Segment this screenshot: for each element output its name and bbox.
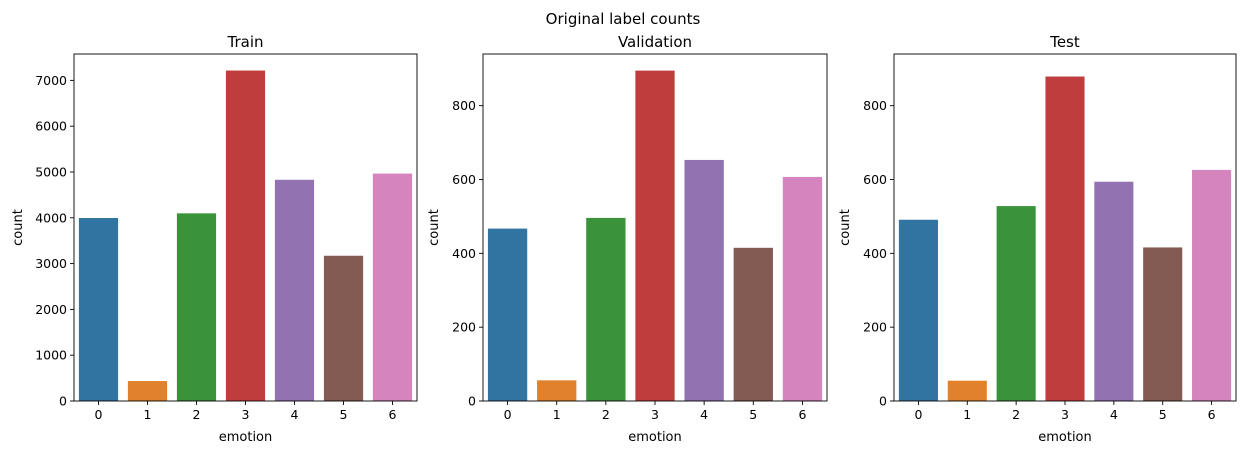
x-tick-label: 5 xyxy=(1159,407,1167,422)
x-tick-label: 2 xyxy=(193,407,201,422)
bar-emotion-5 xyxy=(1143,247,1183,401)
y-tick-label: 800 xyxy=(452,98,476,113)
x-tick-label: 2 xyxy=(602,407,610,422)
x-axis-label: emotion xyxy=(1038,430,1092,445)
x-tick-label: 1 xyxy=(144,407,152,422)
bar-emotion-4 xyxy=(274,179,315,401)
bar-emotion-2 xyxy=(586,217,626,401)
x-axis-label: emotion xyxy=(628,430,682,445)
y-tick-label: 0 xyxy=(879,394,887,409)
y-tick-label: 0 xyxy=(59,394,67,409)
bar-emotion-1 xyxy=(127,381,168,401)
figure-title: Original label counts xyxy=(546,10,701,28)
y-tick-label: 200 xyxy=(863,320,887,335)
x-tick-label: 6 xyxy=(798,407,806,422)
x-tick-label: 3 xyxy=(242,407,250,422)
y-tick-label: 3000 xyxy=(35,256,67,271)
y-tick-label: 200 xyxy=(452,320,476,335)
x-tick-label: 5 xyxy=(749,407,757,422)
y-tick-label: 400 xyxy=(452,246,476,261)
y-tick-label: 800 xyxy=(863,98,887,113)
x-tick-label: 5 xyxy=(340,407,348,422)
y-tick-label: 7000 xyxy=(35,73,67,88)
y-axis-label: count xyxy=(11,209,26,246)
bar-emotion-1 xyxy=(947,380,987,401)
x-tick-label: 2 xyxy=(1012,407,1020,422)
bar-emotion-2 xyxy=(996,206,1036,401)
y-tick-label: 400 xyxy=(863,246,887,261)
x-tick-label: 1 xyxy=(963,407,971,422)
subplot-title: Train xyxy=(227,33,264,51)
x-tick-label: 3 xyxy=(1061,407,1069,422)
bar-emotion-3 xyxy=(1045,76,1085,402)
y-tick-label: 2000 xyxy=(35,302,67,317)
bar-emotion-6 xyxy=(782,176,823,401)
x-tick-label: 6 xyxy=(1208,407,1216,422)
subplot-title: Validation xyxy=(618,33,692,51)
subplot-test: Test 0 1 2 3 4 5 6 0 200 400 600 800 emotion count xyxy=(838,33,1237,445)
subplot-validation: Validation 0 1 2 3 4 5 6 0 200 400 600 800 emotion cou… xyxy=(427,33,828,445)
bar-emotion-1 xyxy=(537,380,577,401)
x-tick-label: 4 xyxy=(700,407,708,422)
bar-emotion-4 xyxy=(684,159,724,401)
x-tick-label: 4 xyxy=(1110,407,1118,422)
x-tick-label: 4 xyxy=(291,407,299,422)
bar-emotion-6 xyxy=(372,173,413,401)
bar-emotion-3 xyxy=(225,70,266,401)
bar-emotion-0 xyxy=(898,219,938,401)
subplot-title: Test xyxy=(1049,33,1080,51)
x-tick-label: 0 xyxy=(95,407,103,422)
x-tick-label: 0 xyxy=(914,407,922,422)
x-axis-label: emotion xyxy=(219,430,273,445)
x-tick-label: 1 xyxy=(553,407,561,422)
y-tick-label: 600 xyxy=(863,172,887,187)
bar-emotion-4 xyxy=(1094,181,1134,401)
y-tick-label: 600 xyxy=(452,172,476,187)
bar-emotion-5 xyxy=(733,247,773,401)
y-axis-label: count xyxy=(838,209,853,246)
x-tick-label: 6 xyxy=(389,407,397,422)
y-tick-label: 0 xyxy=(468,394,476,409)
x-tick-label: 3 xyxy=(651,407,659,422)
x-tick-label: 0 xyxy=(504,407,512,422)
bar-emotion-0 xyxy=(78,218,119,401)
y-tick-label: 4000 xyxy=(35,210,67,225)
bar-emotion-0 xyxy=(487,228,528,401)
subplot-train: Train 0 1 2 3 4 5 6 0 1000 2000 3000 4000 5000 6000 700… xyxy=(11,33,418,445)
bar-emotion-5 xyxy=(323,255,364,401)
bar-emotion-6 xyxy=(1192,169,1232,401)
y-tick-label: 6000 xyxy=(35,119,67,134)
bar-emotion-2 xyxy=(176,213,217,401)
y-tick-label: 1000 xyxy=(35,348,67,363)
y-axis-label: count xyxy=(427,209,442,246)
bar-emotion-3 xyxy=(635,70,675,402)
y-tick-label: 5000 xyxy=(35,164,67,179)
